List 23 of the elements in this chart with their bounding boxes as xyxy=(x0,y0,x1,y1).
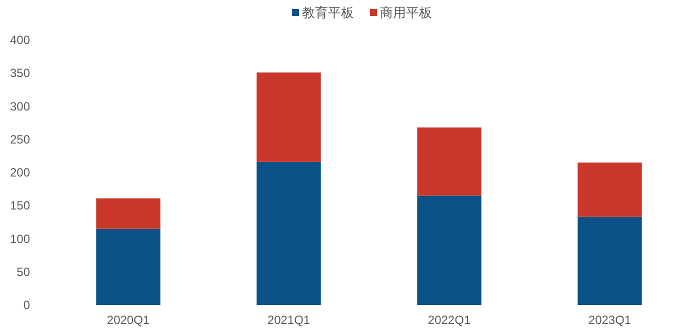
bar xyxy=(96,228,160,305)
bar xyxy=(578,216,642,305)
x-tick-label: 2020Q1 xyxy=(106,313,150,327)
bar xyxy=(96,198,160,229)
bar xyxy=(417,196,482,305)
y-tick-label: 0 xyxy=(23,298,30,312)
y-tick-label: 150 xyxy=(10,198,30,213)
y-tick-label: 400 xyxy=(10,33,30,47)
y-tick-label: 50 xyxy=(16,264,30,279)
x-tick-label: 2023Q1 xyxy=(588,313,632,327)
bar xyxy=(417,127,482,196)
y-tick-label: 200 xyxy=(10,166,30,180)
x-tick-label: 2021Q1 xyxy=(267,313,310,327)
y-tick-label: 250 xyxy=(10,132,30,146)
legend-label: 教育平板 xyxy=(302,5,354,20)
bar xyxy=(256,72,321,162)
x-tick-label: 2022Q1 xyxy=(428,313,471,327)
y-tick-label: 350 xyxy=(10,66,30,80)
bar xyxy=(578,162,642,217)
bar xyxy=(256,162,321,305)
y-tick-label: 100 xyxy=(10,232,30,246)
legend-label: 商用平板 xyxy=(380,5,432,20)
y-tick-label: 300 xyxy=(10,99,30,114)
